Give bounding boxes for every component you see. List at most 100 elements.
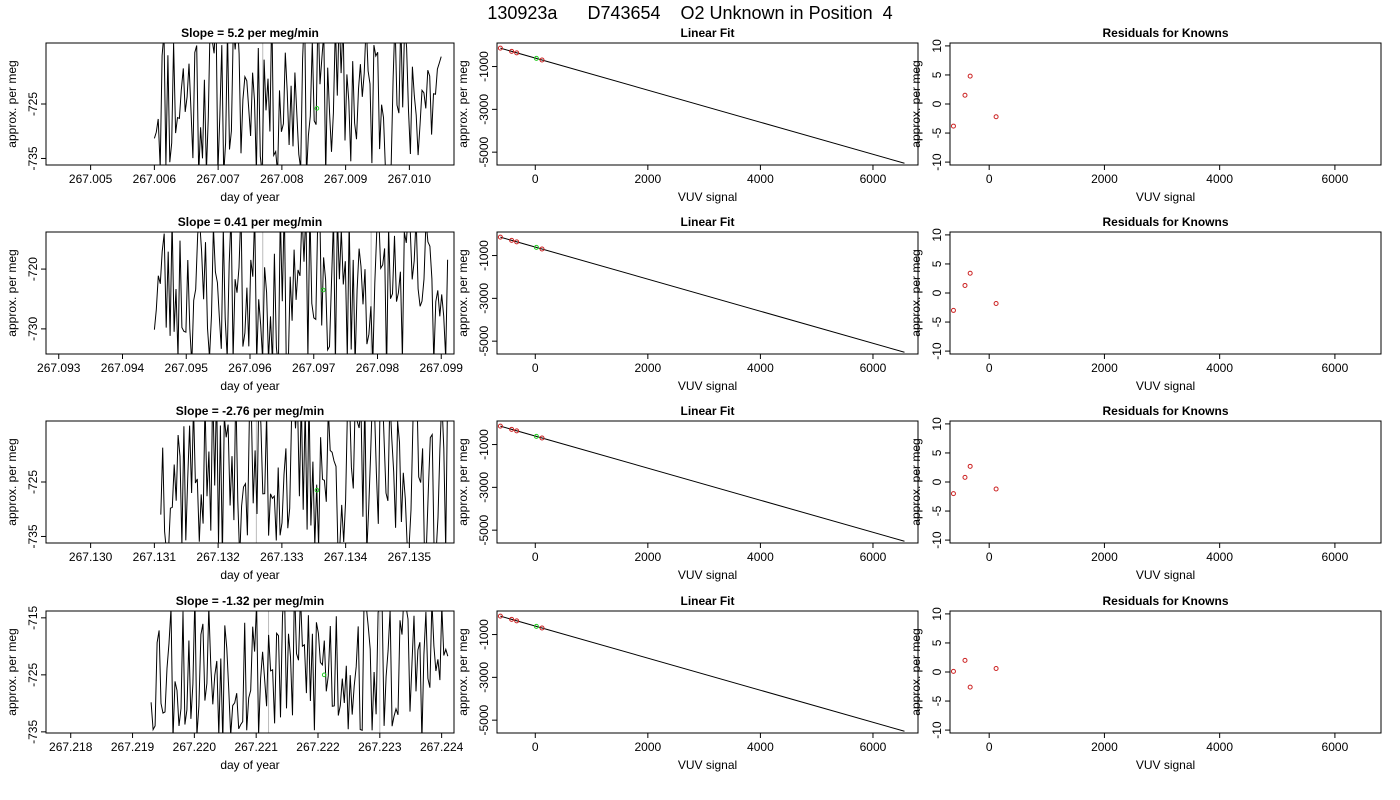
x-tick-label: 267.095 — [165, 361, 209, 375]
y-tick-label: 5 — [930, 639, 944, 646]
x-tick-label: 267.094 — [101, 361, 145, 375]
plot-frame — [496, 420, 919, 544]
y-tick-label: -3000 — [477, 662, 491, 693]
plot-area — [950, 657, 999, 690]
plot-area — [160, 421, 448, 543]
data-trace — [153, 43, 442, 165]
y-tick-label: 0 — [930, 668, 944, 675]
panel-4: Slope = 0.41 per meg/min day of year appro… — [5, 215, 463, 393]
x-tick-label: 267.009 — [324, 172, 368, 186]
y-tick-label: 0 — [930, 289, 944, 296]
residual-point — [962, 474, 968, 480]
panel-3: Residuals for Knowns VUV signal approx. pe… — [909, 26, 1382, 204]
x-axis-label: VUV signal — [1136, 379, 1195, 393]
x-tick-label: 267.134 — [324, 550, 368, 564]
x-tick-label: 267.133 — [260, 550, 304, 564]
y-tick-label: -730 — [26, 317, 40, 341]
plot-area — [950, 73, 999, 129]
x-tick-label: 267.093 — [37, 361, 81, 375]
panel-2: Linear Fit VUV signal approx. per meg 0 2000… — [456, 26, 919, 204]
x-axis-label: VUV signal — [678, 568, 737, 582]
plot-area — [153, 43, 442, 165]
panel-6: Residuals for Knowns VUV signal approx. pe… — [909, 215, 1382, 393]
residual-point — [950, 491, 956, 497]
y-tick-label: -10 — [930, 342, 944, 360]
y-tick-label: -1000 — [477, 51, 491, 82]
x-tick-label: 267.224 — [420, 740, 464, 754]
data-trace — [153, 232, 449, 354]
plot-frame — [949, 610, 1382, 734]
x-tick-label: 6000 — [860, 172, 887, 186]
panel-title: Residuals for Knowns — [1102, 404, 1228, 418]
x-tick-label: 267.132 — [196, 550, 240, 564]
panel-title: Residuals for Knowns — [1102, 215, 1228, 229]
known-point — [514, 428, 520, 434]
x-tick-label: 267.008 — [260, 172, 304, 186]
unknown-point — [314, 487, 320, 493]
plot-frame — [949, 420, 1382, 544]
y-tick-label: -1000 — [477, 240, 491, 271]
known-point — [539, 57, 545, 63]
x-tick-label: 2000 — [634, 740, 661, 754]
y-tick-label: -735 — [26, 720, 40, 744]
unknown-point — [533, 623, 539, 629]
residual-point — [967, 463, 973, 469]
y-tick-label: -5 — [930, 316, 944, 327]
x-tick-label: 267.220 — [173, 740, 217, 754]
y-tick-label: 5 — [930, 71, 944, 78]
x-tick-label: 2000 — [634, 550, 661, 564]
x-tick-label: 6000 — [1322, 361, 1349, 375]
x-tick-label: 267.219 — [111, 740, 155, 754]
y-axis-label: approx. per meg — [5, 628, 19, 715]
x-axis-label: VUV signal — [678, 379, 737, 393]
x-tick-label: 267.006 — [133, 172, 177, 186]
x-tick-label: 6000 — [1322, 550, 1349, 564]
plot-frame — [496, 610, 919, 734]
fit-line — [500, 425, 905, 542]
residual-point — [967, 270, 973, 276]
x-tick-label: 0 — [986, 550, 993, 564]
residual-point — [967, 684, 973, 690]
y-tick-label: -10 — [930, 153, 944, 171]
plot-area — [153, 232, 449, 354]
y-tick-label: -5 — [930, 695, 944, 706]
figure-title: 130923a D743654 O2 Unknown in Position 4 — [487, 3, 892, 23]
fit-line — [500, 615, 905, 732]
y-tick-label: -3000 — [477, 94, 491, 125]
plot-frame — [949, 231, 1382, 355]
panels: Slope = 5.2 per meg/min day of year approx… — [5, 26, 1382, 772]
residual-point — [993, 486, 999, 492]
x-axis-label: day of year — [220, 190, 279, 204]
x-tick-label: 267.130 — [69, 550, 113, 564]
x-tick-label: 2000 — [1091, 361, 1118, 375]
unknown-point — [533, 55, 539, 61]
x-tick-label: 267.005 — [69, 172, 113, 186]
residual-point — [993, 300, 999, 306]
data-trace — [160, 421, 448, 543]
plot-frame — [45, 231, 455, 355]
fit-line — [500, 47, 905, 164]
y-tick-label: -5000 — [477, 136, 491, 167]
panel-title: Slope = -1.32 per meg/min — [176, 594, 324, 608]
unknown-point — [533, 433, 539, 439]
x-tick-label: 6000 — [1322, 740, 1349, 754]
plot-area — [950, 463, 999, 497]
residual-point — [950, 668, 956, 674]
y-tick-label: -735 — [26, 524, 40, 548]
y-tick-label: -5000 — [477, 325, 491, 356]
y-axis-label: approx. per meg — [456, 60, 470, 147]
x-tick-label: 267.010 — [388, 172, 432, 186]
x-tick-label: 267.097 — [292, 361, 336, 375]
y-tick-label: -1000 — [477, 429, 491, 460]
plot-frame — [496, 231, 919, 355]
plot-area — [497, 613, 905, 732]
x-tick-label: 267.098 — [356, 361, 400, 375]
y-axis-label: approx. per meg — [909, 628, 923, 715]
y-tick-label: -5 — [930, 127, 944, 138]
y-tick-label: 10 — [930, 607, 944, 621]
y-tick-label: -1000 — [477, 619, 491, 650]
x-tick-label: 4000 — [1206, 550, 1233, 564]
y-tick-label: 10 — [930, 228, 944, 242]
y-tick-label: 5 — [930, 449, 944, 456]
